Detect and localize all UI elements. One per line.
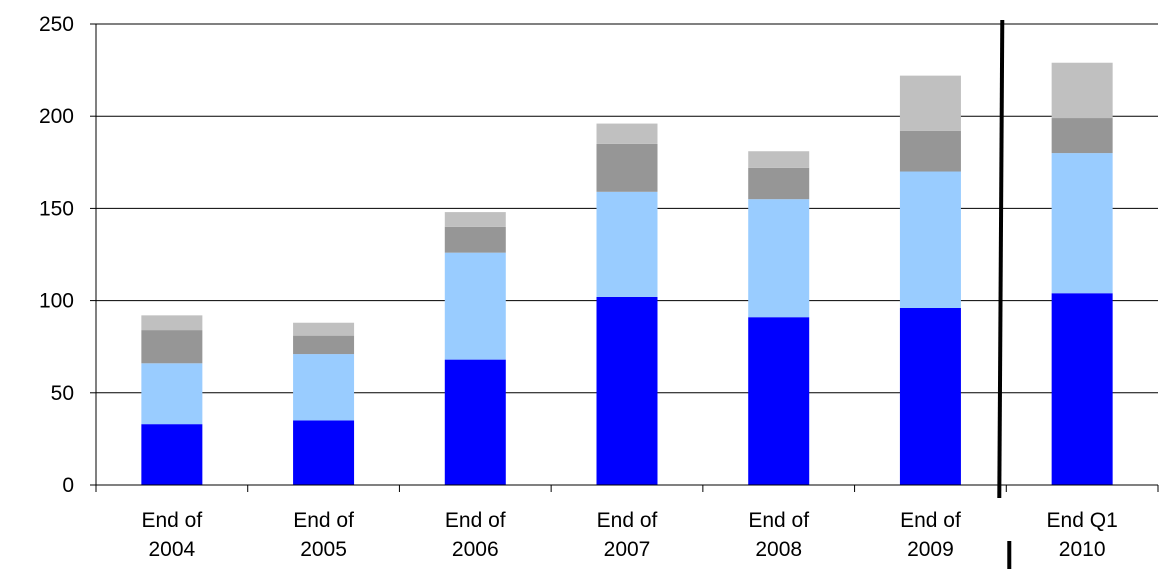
- bar-segment-1-3: [141, 330, 203, 364]
- bar-segment-5-1: [748, 317, 810, 485]
- y-tick-labels: 0 50 100 150 200 250: [39, 13, 74, 497]
- x-category-label: End of: [293, 509, 354, 532]
- x-category-label: End of: [748, 509, 809, 532]
- y-tick-label: 0: [62, 474, 74, 497]
- x-category-label: 2005: [300, 538, 347, 561]
- x-category-label: End of: [141, 509, 202, 532]
- bar-segment-1-1: [141, 424, 203, 485]
- x-category-label: End Q1: [1047, 509, 1118, 532]
- bar-segment-3-1: [444, 359, 506, 485]
- x-category-label: End of: [900, 509, 961, 532]
- x-category-label: 2004: [148, 538, 195, 561]
- x-category-label: 2008: [755, 538, 802, 561]
- y-tick-label: 200: [39, 105, 74, 128]
- x-category-label: End of: [445, 509, 506, 532]
- bar-segment-4-2: [596, 191, 658, 297]
- bar-segment-3-4: [444, 212, 506, 227]
- x-category-label: 2007: [604, 538, 651, 561]
- bar-segment-4-4: [596, 123, 658, 144]
- bar-segment-6-4: [899, 75, 961, 131]
- bar-segment-7-1: [1051, 293, 1113, 485]
- bars: [141, 62, 1113, 485]
- y-tick-label: 50: [51, 382, 74, 405]
- bar-segment-5-3: [748, 167, 810, 200]
- bar-segment-6-1: [899, 307, 961, 485]
- bar-segment-2-2: [293, 354, 355, 421]
- bar-segment-3-2: [444, 252, 506, 360]
- x-category-label: 2009: [907, 538, 954, 561]
- bar-segment-1-2: [141, 363, 203, 425]
- bar-segment-6-3: [899, 130, 961, 172]
- bar-segment-1-4: [141, 315, 203, 331]
- bar-segment-7-2: [1051, 153, 1113, 294]
- bar-segment-2-3: [293, 335, 355, 355]
- period-divider: [997, 19, 1012, 569]
- x-category-labels: End of 2004 End of 2005 End of 2006 End of 2007…: [141, 509, 1117, 561]
- x-category-label: 2010: [1059, 538, 1106, 561]
- y-tick-label: 250: [39, 13, 74, 36]
- y-tick-label: 150: [39, 197, 74, 220]
- bar-segment-3-3: [444, 226, 506, 253]
- divider-line-upper: [997, 19, 1005, 499]
- axes: [90, 23, 1159, 492]
- x-category-label: 2006: [452, 538, 499, 561]
- bar-segment-4-1: [596, 296, 658, 485]
- x-category-label: End of: [597, 509, 658, 532]
- bar-segment-7-3: [1051, 118, 1113, 154]
- bar-segment-2-4: [293, 322, 355, 336]
- bar-segment-6-2: [899, 171, 961, 308]
- bar-segment-4-3: [596, 143, 658, 192]
- bar-segment-5-2: [748, 199, 810, 318]
- bar-segment-7-4: [1051, 62, 1113, 119]
- bar-segment-2-1: [293, 420, 355, 485]
- y-tick-label: 100: [39, 290, 74, 313]
- bar-segment-5-4: [748, 151, 810, 168]
